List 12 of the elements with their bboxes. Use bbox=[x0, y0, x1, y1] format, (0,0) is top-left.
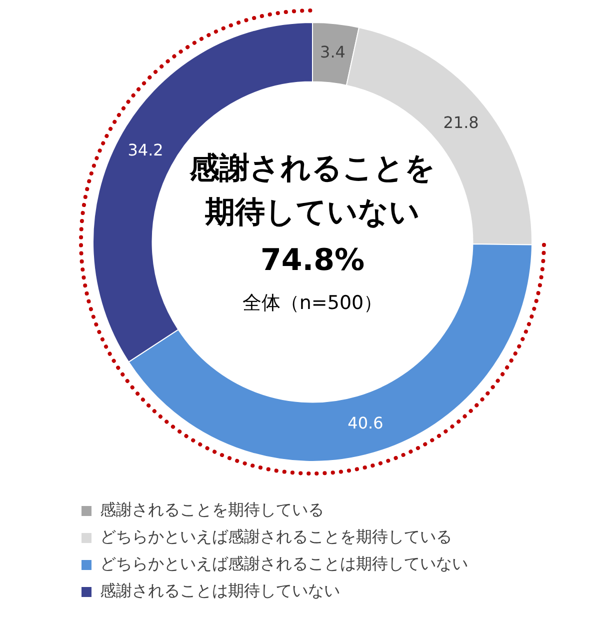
legend-label: どちらかといえば感謝されることは期待していない bbox=[100, 554, 468, 574]
text: 期待していない bbox=[204, 194, 420, 230]
data-label: 21.8 bbox=[443, 112, 479, 132]
data-label: 34.2 bbox=[128, 140, 164, 160]
text: 感謝されることを bbox=[188, 150, 436, 186]
data-label: 40.6 bbox=[348, 413, 384, 432]
text: 全体（n=500） bbox=[242, 292, 383, 314]
legend-label: 感謝されることを期待している bbox=[100, 500, 324, 520]
text: 74.8% bbox=[260, 242, 365, 278]
legend-label: どちらかといえば感謝されることを期待している bbox=[100, 527, 452, 546]
legend-label: 感謝されることは期待していない bbox=[100, 581, 340, 600]
data-label: 3.4 bbox=[320, 42, 346, 62]
